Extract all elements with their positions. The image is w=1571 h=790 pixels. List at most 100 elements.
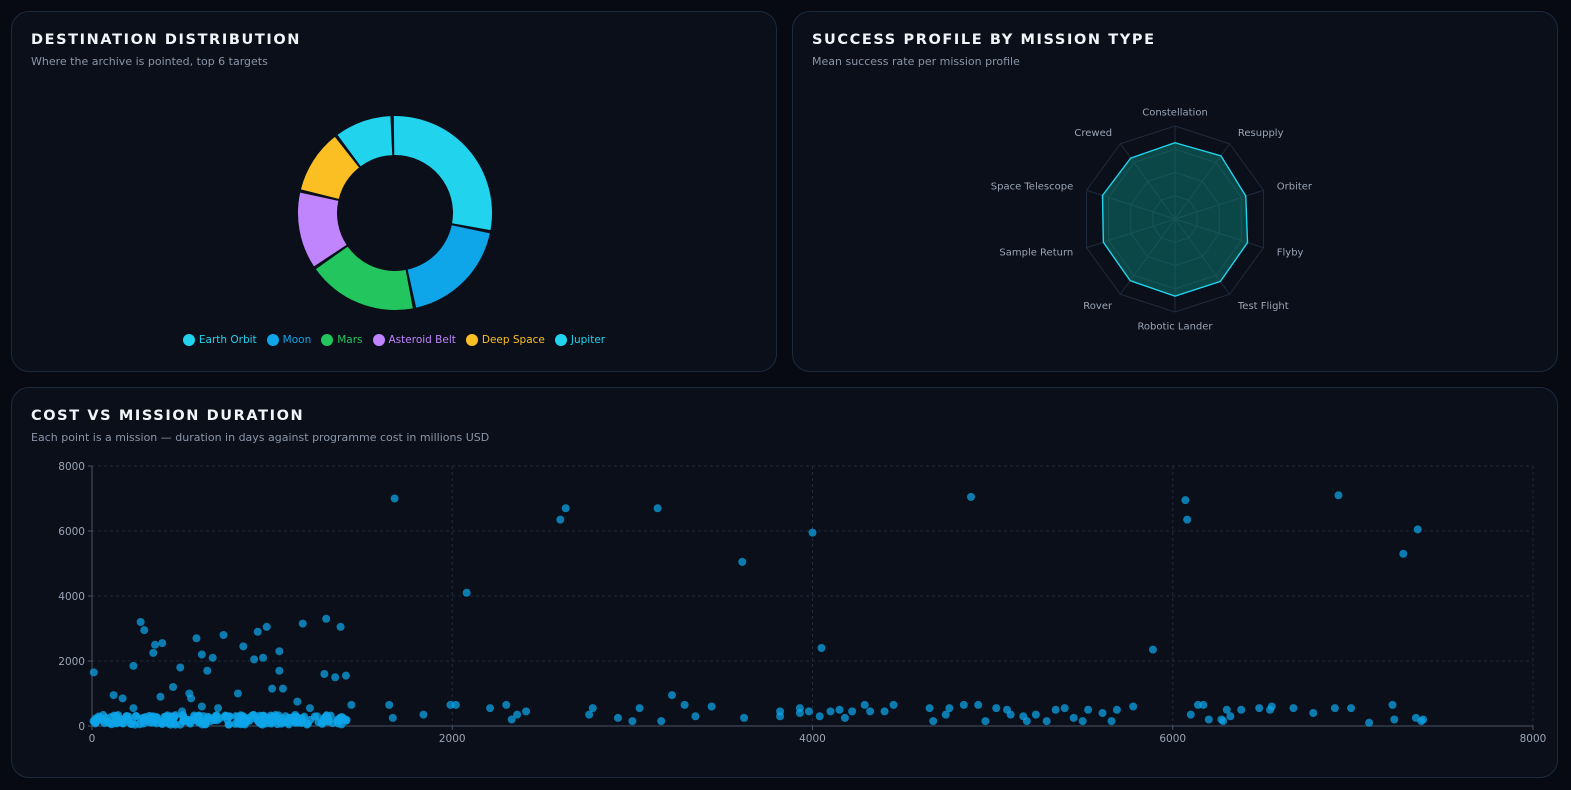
donut-slice[interactable]	[298, 192, 347, 267]
scatter-point[interactable]	[808, 528, 817, 537]
scatter-point[interactable]	[233, 689, 242, 698]
scatter-point[interactable]	[866, 707, 875, 716]
scatter-point[interactable]	[635, 704, 644, 713]
donut-slice[interactable]	[300, 136, 360, 199]
scatter-point[interactable]	[320, 717, 329, 726]
scatter-point[interactable]	[451, 700, 460, 709]
scatter-point[interactable]	[151, 640, 160, 649]
scatter-point[interactable]	[208, 653, 217, 662]
scatter-point[interactable]	[115, 717, 124, 726]
scatter-point[interactable]	[945, 704, 954, 713]
scatter-point[interactable]	[89, 717, 98, 726]
scatter-point[interactable]	[680, 700, 689, 709]
scatter-point[interactable]	[158, 720, 167, 729]
scatter-point[interactable]	[804, 707, 813, 716]
scatter-point[interactable]	[1419, 715, 1428, 724]
scatter-point[interactable]	[106, 713, 115, 722]
scatter-point[interactable]	[129, 661, 138, 670]
donut-slice[interactable]	[393, 115, 493, 231]
scatter-point[interactable]	[124, 712, 133, 721]
scatter-point[interactable]	[219, 631, 228, 639]
scatter-point[interactable]	[169, 683, 178, 691]
donut-slice[interactable]	[315, 246, 413, 311]
scatter-point[interactable]	[815, 712, 824, 721]
scatter-point[interactable]	[628, 717, 637, 726]
scatter-point[interactable]	[826, 707, 835, 716]
donut-slice[interactable]	[407, 225, 490, 308]
scatter-point[interactable]	[1334, 491, 1343, 500]
scatter-point[interactable]	[179, 717, 188, 726]
scatter-point[interactable]	[293, 697, 302, 706]
scatter-point[interactable]	[1413, 525, 1422, 534]
scatter-point[interactable]	[1051, 705, 1060, 714]
scatter-point[interactable]	[776, 707, 785, 716]
scatter-point[interactable]	[322, 614, 331, 623]
scatter-point[interactable]	[130, 720, 139, 729]
scatter-point[interactable]	[502, 700, 511, 709]
scatter-point[interactable]	[1330, 704, 1339, 713]
scatter-point[interactable]	[341, 671, 350, 680]
scatter-point[interactable]	[1069, 713, 1078, 722]
scatter-point[interactable]	[840, 713, 849, 722]
scatter-point[interactable]	[89, 668, 98, 677]
scatter-point[interactable]	[738, 557, 747, 566]
scatter-point[interactable]	[250, 655, 259, 664]
scatter-point[interactable]	[278, 684, 287, 693]
scatter-point[interactable]	[302, 720, 311, 729]
scatter-point[interactable]	[320, 670, 329, 678]
legend-item[interactable]: Earth Orbit	[182, 334, 257, 346]
scatter-point[interactable]	[1219, 717, 1228, 726]
scatter-point[interactable]	[259, 653, 268, 662]
scatter-point[interactable]	[1399, 549, 1408, 558]
scatter-point[interactable]	[114, 711, 123, 720]
legend-item[interactable]: Asteroid Belt	[372, 334, 456, 346]
scatter-point[interactable]	[136, 618, 145, 626]
scatter-point[interactable]	[657, 717, 666, 726]
scatter-point[interactable]	[140, 716, 149, 725]
scatter-point[interactable]	[561, 504, 570, 513]
scatter-point[interactable]	[653, 504, 662, 513]
scatter-point[interactable]	[1347, 704, 1356, 713]
scatter-point[interactable]	[1204, 715, 1213, 724]
scatter-point[interactable]	[959, 700, 968, 709]
scatter-point[interactable]	[1098, 709, 1107, 717]
scatter-point[interactable]	[158, 639, 167, 648]
scatter-point[interactable]	[166, 712, 175, 721]
scatter-point[interactable]	[1226, 712, 1235, 721]
legend-item[interactable]: Mars	[321, 334, 363, 346]
scatter-point[interactable]	[1199, 700, 1208, 709]
scatter-point[interactable]	[341, 716, 350, 725]
scatter-point[interactable]	[929, 717, 938, 726]
scatter-point[interactable]	[1060, 704, 1069, 713]
scatter-point[interactable]	[1183, 515, 1192, 524]
scatter-point[interactable]	[109, 691, 118, 700]
scatter-point[interactable]	[322, 711, 331, 720]
scatter-point[interactable]	[305, 704, 314, 713]
scatter-point[interactable]	[613, 713, 622, 722]
scatter-point[interactable]	[131, 711, 140, 720]
scatter-point[interactable]	[268, 684, 277, 693]
scatter-point[interactable]	[462, 588, 471, 597]
scatter-point[interactable]	[1148, 645, 1157, 654]
scatter-point[interactable]	[1084, 705, 1093, 714]
scatter-point[interactable]	[1181, 496, 1190, 505]
scatter-point[interactable]	[140, 626, 149, 635]
legend-item[interactable]: Jupiter	[554, 334, 605, 346]
scatter-point[interactable]	[277, 719, 286, 728]
scatter-point[interactable]	[588, 704, 597, 713]
scatter-point[interactable]	[1129, 702, 1138, 711]
scatter-point[interactable]	[889, 700, 898, 709]
scatter-point[interactable]	[328, 719, 337, 728]
scatter-point[interactable]	[385, 700, 394, 709]
scatter-point[interactable]	[1022, 717, 1031, 726]
scatter-point[interactable]	[507, 715, 516, 724]
scatter-point[interactable]	[1255, 704, 1264, 713]
scatter-point[interactable]	[1309, 709, 1318, 717]
scatter-point[interactable]	[249, 711, 258, 720]
scatter-point[interactable]	[331, 673, 340, 682]
scatter-point[interactable]	[266, 711, 275, 720]
legend-item[interactable]: Moon	[266, 334, 311, 346]
legend-item[interactable]: Deep Space	[465, 334, 545, 346]
scatter-point[interactable]	[156, 692, 165, 701]
scatter-point[interactable]	[336, 622, 345, 631]
